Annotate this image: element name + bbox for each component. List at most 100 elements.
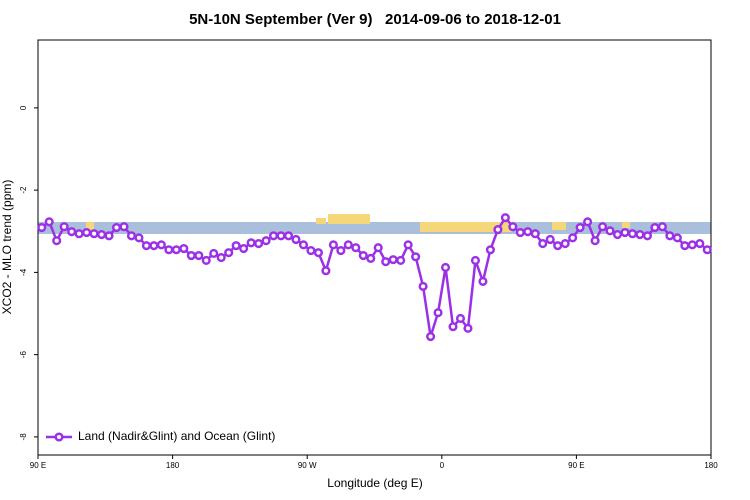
land-patch	[622, 222, 630, 228]
ocean-band	[38, 222, 711, 234]
data-point	[231, 241, 241, 251]
x-tick-label: 90 E	[30, 461, 46, 470]
data-point	[313, 248, 323, 258]
data-point	[224, 248, 234, 258]
y-tick-label: -2	[19, 186, 28, 194]
data-point	[463, 323, 473, 333]
data-point	[448, 322, 458, 332]
data-point	[568, 233, 578, 243]
data-point	[74, 229, 84, 239]
data-point	[515, 227, 525, 238]
y-tick-label: -4	[19, 268, 28, 276]
x-tick-label: 180	[704, 461, 718, 470]
data-point	[44, 217, 54, 227]
land-patch	[420, 222, 512, 232]
legend-marker	[54, 432, 64, 442]
data-point	[298, 240, 309, 250]
y-tick-label: 0	[19, 105, 28, 110]
data-point	[126, 231, 137, 241]
data-point	[269, 231, 279, 241]
data-point	[239, 243, 249, 254]
data-point	[97, 229, 107, 240]
data-point	[366, 253, 376, 263]
data-point	[411, 252, 421, 262]
data-point	[381, 257, 391, 267]
land-patch	[316, 218, 326, 224]
data-point	[590, 236, 600, 246]
data-point	[358, 250, 368, 261]
data-point	[261, 236, 271, 246]
data-point	[605, 226, 615, 236]
data-point	[530, 229, 540, 239]
data-point	[59, 222, 69, 232]
data-point	[179, 243, 189, 254]
data-point	[418, 281, 428, 291]
data-point	[141, 241, 151, 251]
data-point	[470, 255, 481, 266]
data-point	[538, 239, 548, 249]
data-point	[89, 229, 99, 239]
chart-title: 5N-10N September (Ver 9) 2014-09-06 to 2…	[189, 11, 561, 28]
land-patch	[328, 214, 370, 224]
y-tick-label: -8	[19, 433, 28, 441]
data-point	[455, 313, 466, 323]
x-tick-label: 90 W	[298, 461, 317, 470]
y-tick-label: -6	[19, 351, 28, 359]
data-point	[500, 213, 510, 223]
x-axis-label: Longitude (deg E)	[327, 476, 422, 490]
data-point	[627, 229, 638, 239]
data-point	[194, 250, 204, 261]
data-point	[209, 248, 219, 259]
data-point	[111, 223, 122, 233]
data-point	[276, 231, 286, 241]
data-point	[321, 266, 331, 276]
data-point	[545, 234, 555, 245]
data-point	[702, 245, 712, 255]
data-point	[171, 245, 181, 255]
data-point	[598, 222, 608, 232]
data-point	[343, 240, 353, 250]
data-point	[246, 238, 256, 248]
data-point	[134, 233, 144, 243]
data-point	[201, 255, 211, 266]
data-point	[291, 234, 301, 245]
map-band	[38, 214, 711, 234]
data-point	[680, 241, 690, 251]
data-point	[373, 243, 383, 253]
data-point	[396, 255, 406, 266]
data-point	[104, 231, 114, 241]
data-point	[620, 227, 630, 238]
x-tick-label: 0	[440, 461, 445, 470]
data-point	[283, 231, 294, 241]
data-point	[254, 239, 264, 249]
data-point	[67, 227, 77, 237]
data-point	[672, 233, 682, 243]
data-point	[306, 246, 316, 256]
data-point	[82, 227, 92, 238]
data-point	[164, 245, 174, 255]
data-point	[328, 240, 338, 250]
data-point	[560, 239, 570, 249]
data-point	[508, 222, 518, 232]
data-point	[52, 236, 62, 246]
land-patch	[86, 222, 94, 230]
data-point	[149, 241, 159, 251]
data-point	[687, 240, 697, 250]
data-point	[156, 240, 166, 250]
y-axis-label: XCO2 - MLO trend (ppm)	[0, 180, 14, 315]
x-tick-label: 180	[166, 461, 180, 470]
data-point	[612, 229, 623, 240]
data-point	[433, 308, 443, 318]
data-point	[186, 250, 196, 261]
data-point	[657, 222, 667, 232]
land-patch	[552, 222, 566, 230]
data-point	[388, 255, 398, 265]
data-point	[336, 246, 346, 256]
data-point	[635, 229, 645, 240]
legend-label: Land (Nadir&Glint) and Ocean (Glint)	[78, 429, 275, 443]
data-point	[553, 241, 563, 251]
x-tick-label: 90 E	[568, 461, 584, 470]
data-point	[665, 231, 675, 241]
